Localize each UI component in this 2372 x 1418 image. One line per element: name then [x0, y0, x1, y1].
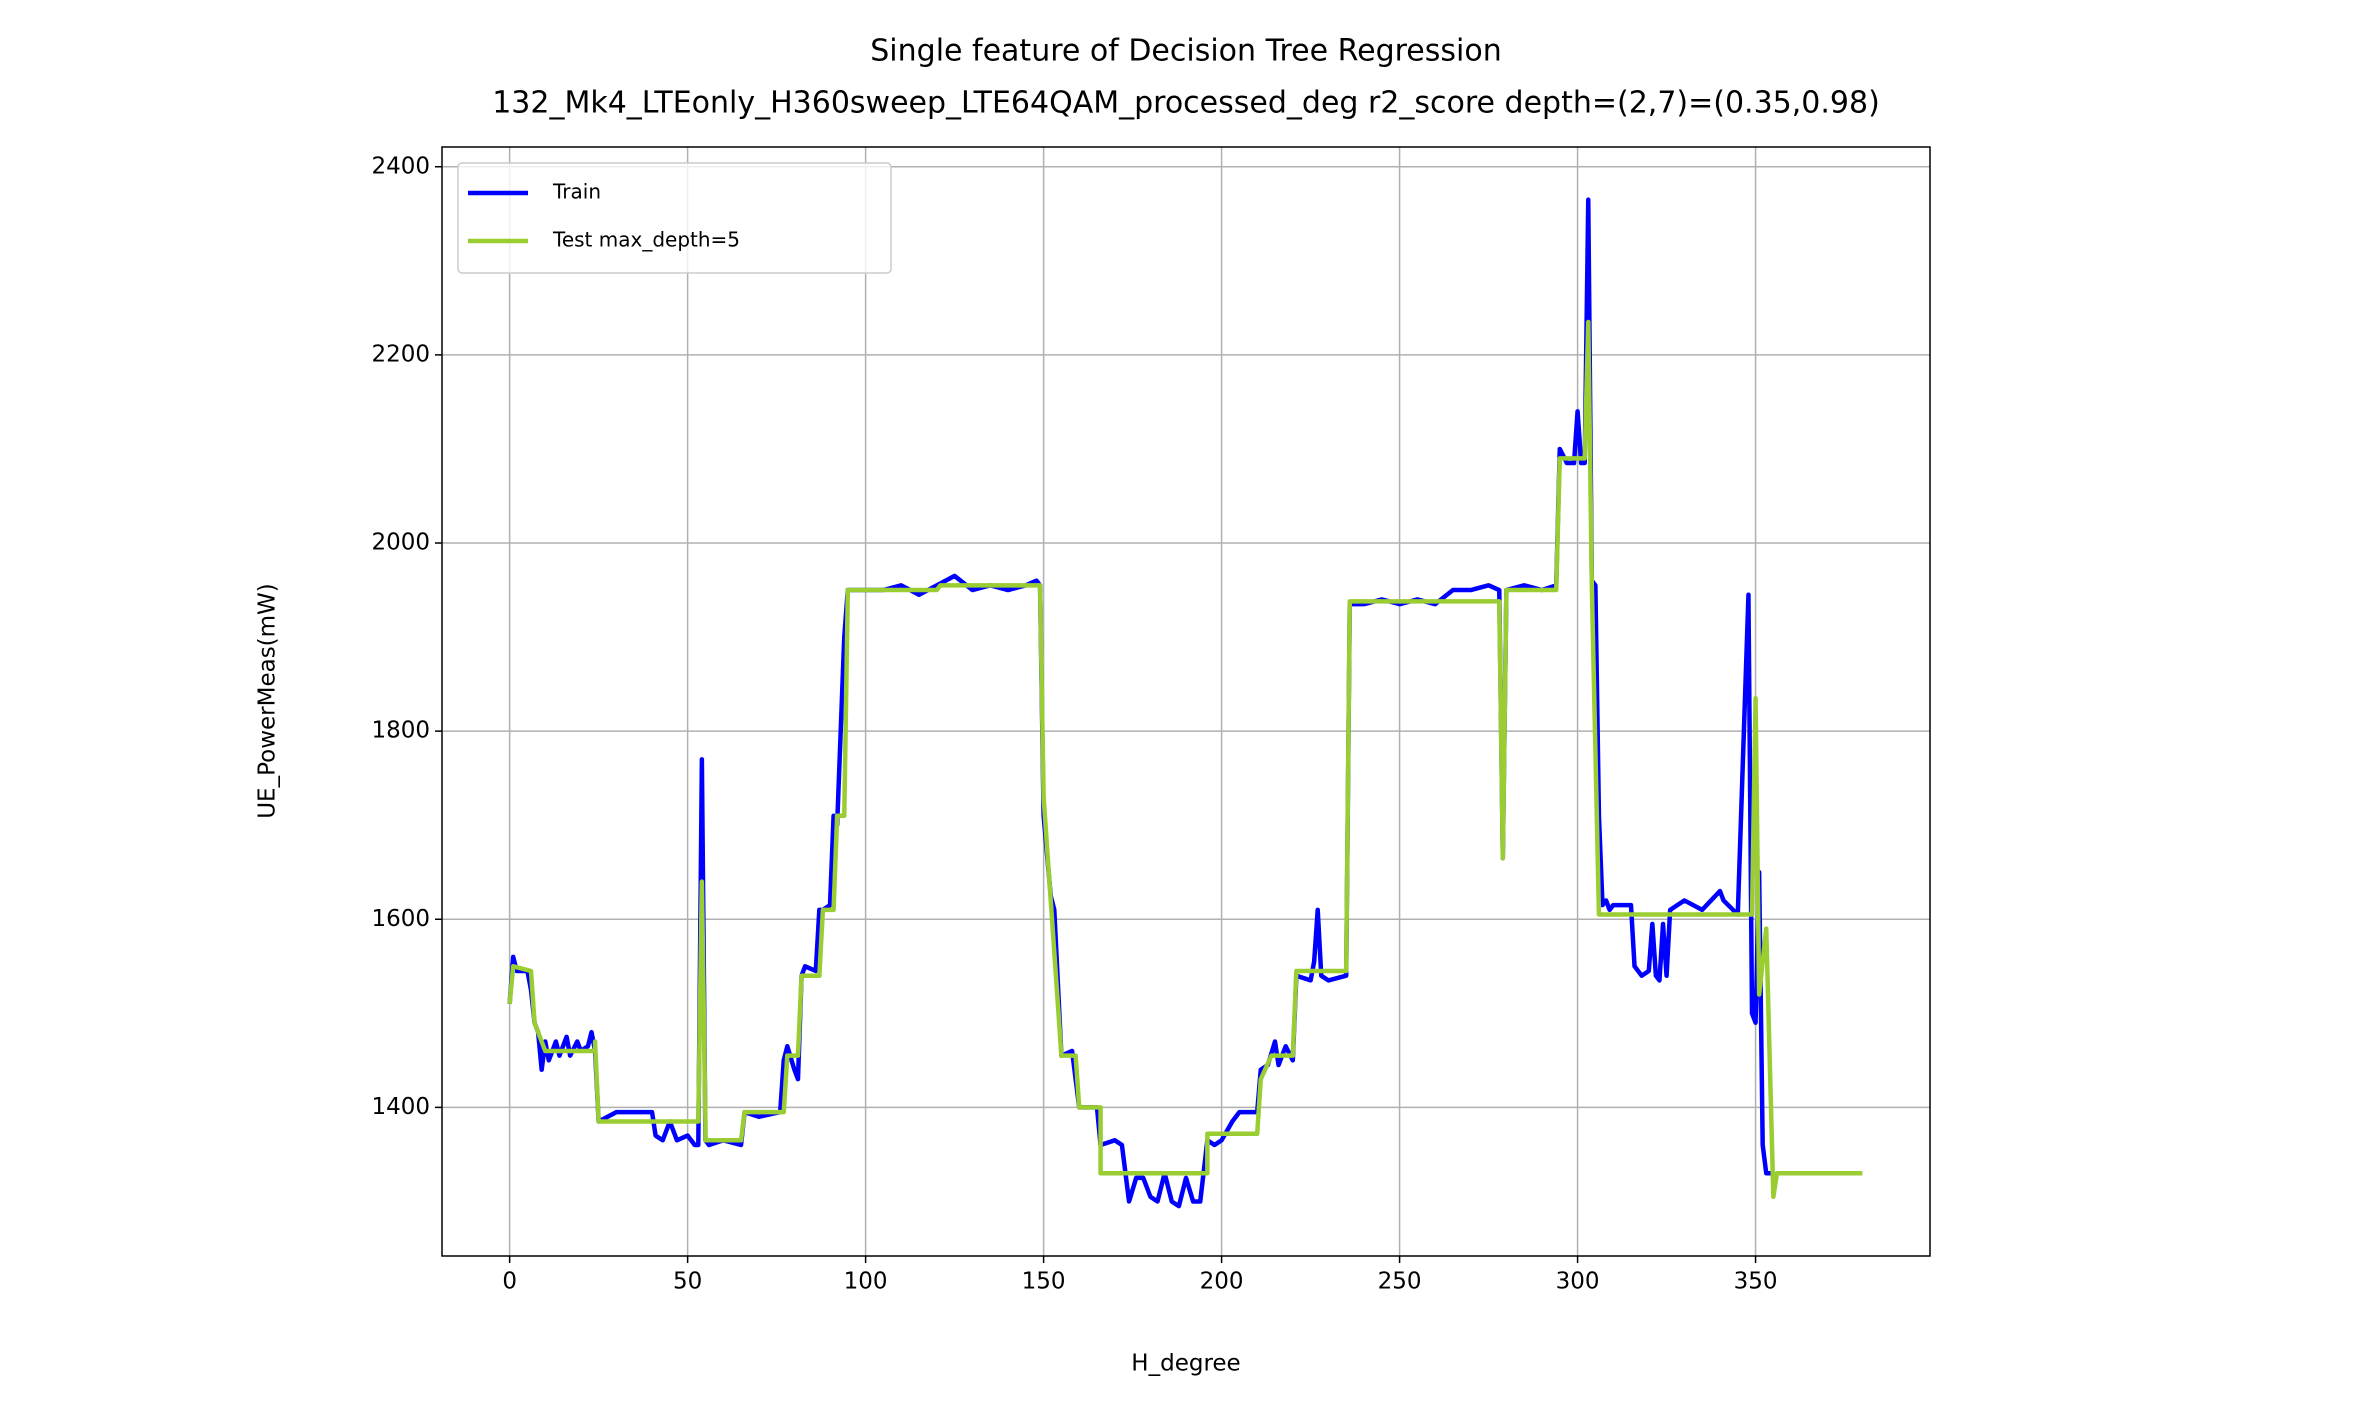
chart-title: Single feature of Decision Tree Regressi…: [870, 34, 1501, 69]
y-tick-label: 2400: [371, 153, 430, 179]
x-tick-label: 150: [1022, 1269, 1066, 1295]
legend-label: Test max_depth=5: [552, 228, 740, 252]
x-tick-label: 100: [844, 1269, 888, 1295]
plot-frame: [441, 146, 1931, 1257]
legend: Train Test max_depth=5: [457, 162, 892, 274]
x-tick-label: 200: [1200, 1269, 1244, 1295]
y-tick-label: 1600: [371, 906, 430, 932]
y-tick-label: 1800: [371, 718, 430, 744]
x-tick-label: 50: [673, 1269, 702, 1295]
legend-box: [457, 162, 892, 274]
series-line: [507, 197, 1779, 1209]
x-tick-label: 350: [1734, 1269, 1778, 1295]
y-tick-label: 2000: [371, 530, 430, 556]
x-tick-label: 0: [502, 1269, 517, 1295]
y-tick-label: 1400: [371, 1094, 430, 1120]
chart-subtitle: 132_Mk4_LTEonly_H360sweep_LTE64QAM_proce…: [492, 86, 1880, 121]
y-tick-label: 2200: [371, 341, 430, 367]
x-axis-label: H_degree: [1131, 1351, 1240, 1377]
series-line: [507, 319, 1863, 1199]
x-tick-label: 250: [1378, 1269, 1422, 1295]
x-tick-label: 300: [1556, 1269, 1600, 1295]
y-axis-label: UE_PowerMeas(mW): [255, 583, 281, 819]
legend-label: Train: [552, 180, 601, 204]
